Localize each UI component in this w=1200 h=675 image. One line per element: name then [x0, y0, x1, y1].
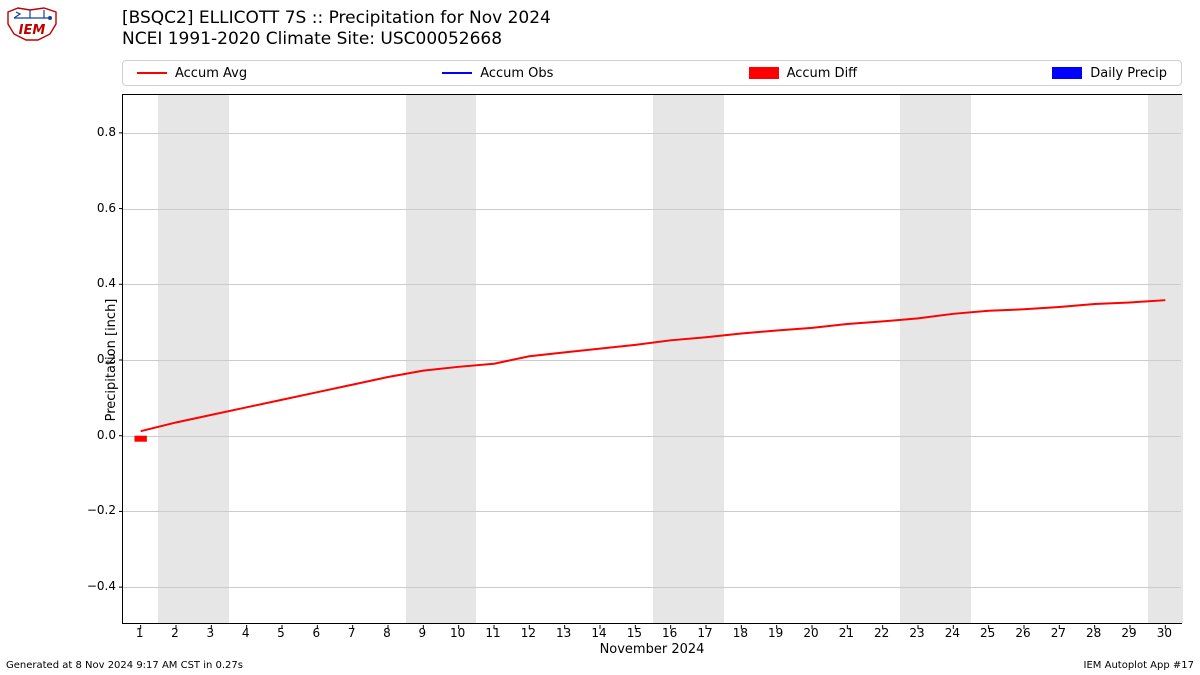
x-axis-label: November 2024	[122, 642, 1182, 657]
y-tick-label: −0.2	[76, 503, 116, 517]
x-tick-label: 20	[803, 626, 818, 640]
x-tick-label: 11	[485, 626, 500, 640]
legend-label: Accum Avg	[175, 66, 247, 81]
y-tick-label: 0.2	[76, 352, 116, 366]
svg-text:IEM: IEM	[19, 23, 46, 38]
x-tick-label: 10	[450, 626, 465, 640]
x-tick-label: 16	[662, 626, 677, 640]
x-tick-label: 28	[1086, 626, 1101, 640]
chart-title-block: [BSQC2] ELLICOTT 7S :: Precipitation for…	[122, 8, 551, 51]
x-tick-label: 25	[980, 626, 995, 640]
chart-legend: Accum Avg Accum Obs Accum Diff Daily Precip	[122, 60, 1182, 86]
x-tick-label: 26	[1015, 626, 1030, 640]
iem-logo-svg: IEM	[4, 4, 60, 44]
footer-app-text: IEM Autoplot App #17	[1084, 660, 1194, 671]
x-tick-label: 9	[419, 626, 427, 640]
y-tick-label: 0.4	[76, 276, 116, 290]
x-tick-label: 4	[242, 626, 250, 640]
legend-item: Accum Avg	[137, 66, 247, 81]
x-tick-label: 1	[136, 626, 144, 640]
legend-patch-swatch	[749, 67, 779, 79]
x-tick-label: 30	[1157, 626, 1172, 640]
y-tick-label: 0.6	[76, 201, 116, 215]
legend-item: Accum Diff	[749, 66, 858, 81]
x-tick-label: 27	[1051, 626, 1066, 640]
iem-logo: IEM	[4, 4, 60, 44]
x-tick-label: 24	[945, 626, 960, 640]
x-tick-label: 21	[839, 626, 854, 640]
y-tick-label: 0.0	[76, 428, 116, 442]
legend-label: Accum Diff	[787, 66, 858, 81]
plot-area	[122, 94, 1182, 624]
accum-diff-bar	[134, 436, 146, 442]
x-tick-label: 7	[348, 626, 356, 640]
x-tick-label: 14	[591, 626, 606, 640]
x-tick-label: 3	[207, 626, 215, 640]
x-tick-label: 12	[521, 626, 536, 640]
plot-svg	[123, 95, 1181, 623]
x-tick-label: 18	[733, 626, 748, 640]
x-tick-label: 17	[697, 626, 712, 640]
x-tick-label: 22	[874, 626, 889, 640]
legend-item: Daily Precip	[1052, 66, 1167, 81]
x-tick-label: 13	[556, 626, 571, 640]
x-tick-label: 8	[383, 626, 391, 640]
legend-patch-swatch	[1052, 67, 1082, 79]
legend-label: Daily Precip	[1090, 66, 1167, 81]
legend-line-swatch	[137, 72, 167, 74]
y-tick-label: 0.8	[76, 125, 116, 139]
footer-generated-text: Generated at 8 Nov 2024 9:17 AM CST in 0…	[6, 660, 243, 671]
x-tick-label: 5	[277, 626, 285, 640]
legend-line-swatch	[442, 72, 472, 74]
chart-title-line1: [BSQC2] ELLICOTT 7S :: Precipitation for…	[122, 8, 551, 29]
x-tick-label: 29	[1121, 626, 1136, 640]
x-tick-label: 19	[768, 626, 783, 640]
legend-item: Accum Obs	[442, 66, 553, 81]
chart-title-line2: NCEI 1991-2020 Climate Site: USC00052668	[122, 29, 551, 50]
accum-avg-line	[141, 300, 1166, 431]
x-tick-label: 6	[313, 626, 321, 640]
x-tick-label: 2	[171, 626, 179, 640]
y-tick-label: −0.4	[76, 579, 116, 593]
x-tick-label: 23	[909, 626, 924, 640]
legend-label: Accum Obs	[480, 66, 553, 81]
x-tick-label: 15	[627, 626, 642, 640]
